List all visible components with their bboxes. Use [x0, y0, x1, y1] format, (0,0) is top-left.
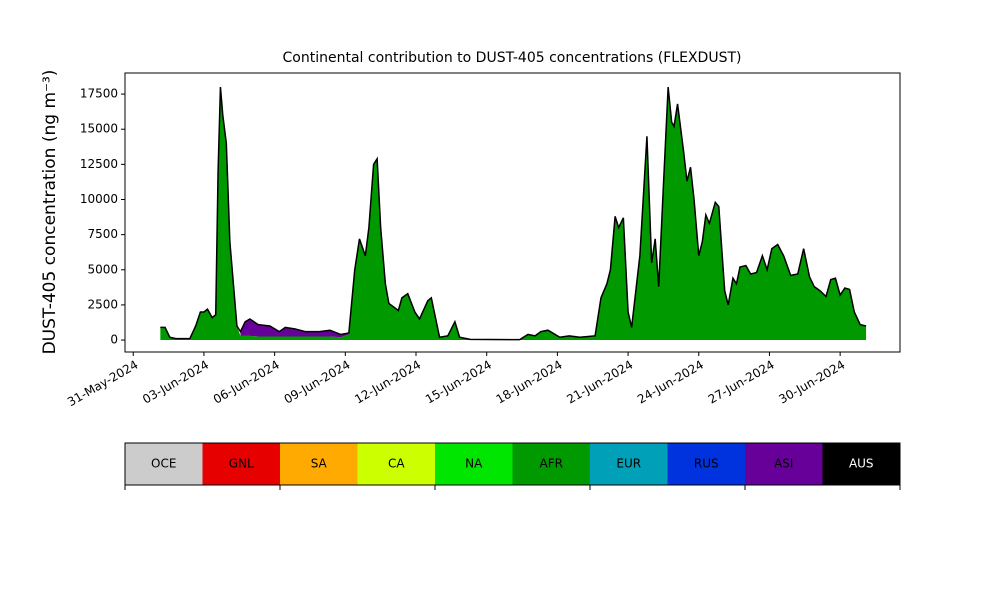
area-afr [160, 87, 867, 341]
legend-swatch [822, 443, 900, 485]
legend-frame [124, 442, 901, 486]
chart-title: Continental contribution to DUST-405 con… [283, 50, 742, 66]
y-axis-label: DUST-405 concentration (ng m⁻³) [40, 70, 60, 355]
x-tick-label: 18-Jun-2024 [494, 358, 565, 407]
legend-swatch [745, 443, 823, 485]
x-tick-label: 09-Jun-2024 [282, 358, 353, 407]
legend-label: EUR [616, 457, 641, 471]
legend-swatch [357, 443, 435, 485]
x-tick-label: 27-Jun-2024 [706, 358, 777, 407]
legend-label: CA [388, 457, 405, 471]
total-outline [160, 86, 867, 341]
legend-swatch [202, 443, 280, 485]
y-tick-label: 2500 [87, 297, 118, 311]
x-tick-label: 06-Jun-2024 [211, 358, 282, 407]
y-tick-label: 7500 [87, 227, 118, 241]
legend-label: AUS [849, 457, 874, 471]
legend-swatch [590, 443, 668, 485]
y-tick-label: 12500 [80, 157, 118, 171]
legend-label: GNL [229, 457, 254, 471]
y-tick-label: 0 [110, 333, 118, 347]
legend-swatch [512, 443, 590, 485]
y-tick-label: 5000 [87, 262, 118, 276]
x-tick-label: 03-Jun-2024 [140, 358, 211, 407]
x-tick-label: 15-Jun-2024 [423, 358, 494, 407]
plot-frame [124, 72, 901, 353]
legend-swatch [125, 443, 203, 485]
x-tick-label: 21-Jun-2024 [564, 358, 635, 407]
legend-swatch [435, 443, 513, 485]
x-tick-label: 24-Jun-2024 [635, 358, 706, 407]
legend-swatch [667, 443, 745, 485]
y-tick-label: 10000 [80, 192, 118, 206]
legend-label: OCE [151, 457, 176, 471]
y-tick-label: 17500 [80, 87, 118, 101]
x-tick-label: 30-Jun-2024 [776, 358, 847, 407]
legend-label: AFR [540, 457, 563, 471]
legend-label: NA [465, 457, 483, 471]
legend-label: RUS [694, 457, 719, 471]
area-asi [240, 318, 349, 338]
legend-label: SA [311, 457, 328, 471]
legend-swatch [280, 443, 358, 485]
x-tick-label: 12-Jun-2024 [352, 358, 423, 407]
y-tick-label: 15000 [80, 122, 118, 136]
legend-label: ASI [774, 457, 793, 471]
x-tick-label: 31-May-2024 [65, 358, 140, 410]
